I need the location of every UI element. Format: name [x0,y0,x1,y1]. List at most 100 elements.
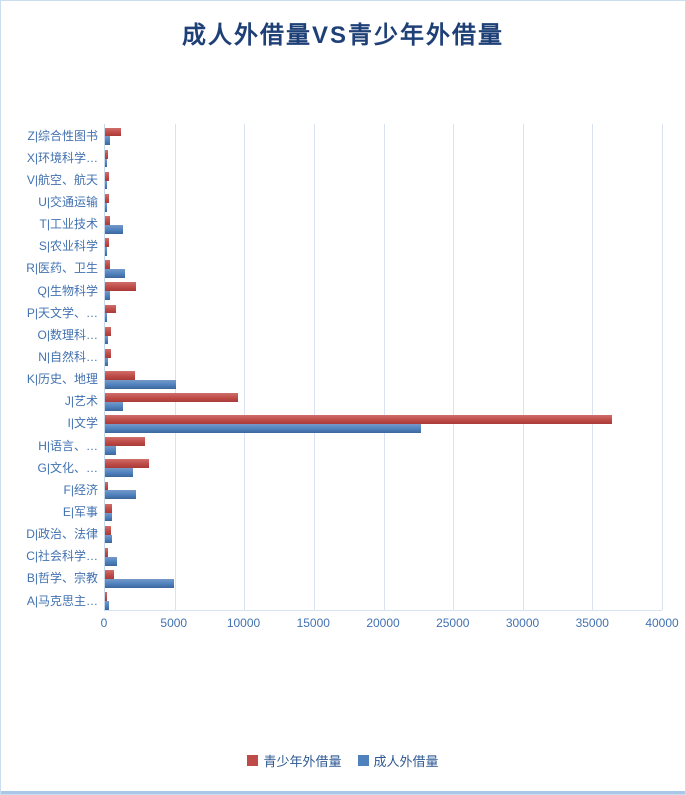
gridline [313,124,315,610]
bar-row [105,589,662,611]
category-label: V|航空、航天 [26,172,98,187]
gridline [383,124,385,610]
bar-row [105,544,662,566]
bar-youth [105,370,136,380]
legend-swatch-icon [357,755,369,766]
bar-adult [105,490,137,500]
bar-youth [105,503,112,513]
category-label: E|军事 [62,504,98,519]
category-label: U|交通运输 [38,194,98,209]
x-tick-label: 5000 [160,616,188,630]
bar-adult [105,379,177,389]
category-label: O|数理科… [37,327,98,342]
bar-youth [105,193,109,203]
bar-adult [105,534,113,544]
category-label: T|工业技术 [39,217,98,232]
bar-adult [105,335,109,345]
bar-adult [105,269,126,278]
bar-youth [105,216,110,225]
bar-row [105,500,662,522]
bar-row [105,257,662,279]
category-label: R|医药、卫生 [26,261,98,276]
category-axis: Z|综合性图书 X|环境科学… V|航空、航天 U|交通运输 T|工业技术 S|农业科学 R… [1,124,98,611]
bar-youth [105,238,109,248]
bar-adult [105,424,422,433]
category-label: K|历史、地理 [26,372,98,387]
bar-adult [105,446,116,455]
bar-youth [105,570,114,579]
bar-youth [105,149,108,159]
legend: 青少年外借量 成人外借量 [1,751,685,770]
gridline [244,124,246,610]
bar-youth [105,393,239,402]
category-label: A|马克思主… [26,593,98,608]
bar-row [105,345,662,367]
bar-adult [105,357,108,367]
x-tick-label: 0 [100,616,108,630]
bar-youth [105,260,110,270]
bar-youth [105,547,109,557]
bar-adult [105,601,109,610]
bar-row [105,301,662,323]
bar-row [105,235,662,257]
bar-adult [105,136,110,146]
bar-adult [105,512,112,522]
bar-row [105,323,662,345]
bar-row [105,478,662,500]
bar-adult [105,468,133,478]
bar-youth [105,348,111,358]
bottom-border [1,791,685,794]
category-label: G|文化、… [37,460,98,475]
bar-row [105,124,662,146]
category-label: S|农业科学 [38,239,98,254]
bar-adult [105,202,108,212]
bar-youth [105,282,136,292]
bar-youth [105,415,612,425]
x-tick-label: 25000 [436,616,470,630]
bar-adult [105,313,108,323]
bar-row [105,456,662,478]
legend-label: 成人外借量 [373,754,439,769]
legend-item: 成人外借量 [357,751,439,770]
bar-adult [105,247,107,256]
category-label: B|哲学、宗教 [26,571,98,586]
bar-row [105,434,662,456]
gridline [522,124,524,610]
bar-youth [105,437,146,447]
bar-adult [105,180,108,190]
bar-row [105,412,662,434]
legend-label: 青少年外借量 [263,754,342,769]
x-tick-label: 35000 [575,616,609,630]
bar-row [105,168,662,190]
plot-area [104,124,663,611]
category-label: P|天文学、… [26,305,98,320]
bar-row [105,213,662,235]
bar-youth [105,171,109,181]
bar-youth [105,592,108,602]
legend-item: 青少年外借量 [247,751,342,770]
x-tick-label: 15000 [296,616,330,630]
category-label: N|自然科… [38,349,98,364]
bar-youth [105,459,149,469]
bar-adult [105,224,123,234]
gridline [592,124,594,610]
category-label: Q|生物科学 [37,283,98,298]
bar-adult [105,556,118,566]
category-label: H|语言、… [38,438,98,453]
gridline [174,124,176,610]
bar-row [105,146,662,168]
bar-adult [105,291,110,301]
value-axis: 0 5000 10000 15000 20000 25000 30000 35000 40000 [100,616,679,632]
bar-adult [105,158,107,168]
bar-row [105,522,662,544]
gridline [453,124,455,610]
bar-rows [105,124,662,610]
bar-row [105,190,662,212]
category-label: J|艺术 [64,394,98,409]
chart-title: 成人外借量VS青少年外借量 [181,22,504,49]
bar-youth [105,481,108,491]
category-label: Z|综合性图书 [27,128,98,143]
category-label: X|环境科学… [26,150,98,165]
bar-youth [105,326,111,336]
